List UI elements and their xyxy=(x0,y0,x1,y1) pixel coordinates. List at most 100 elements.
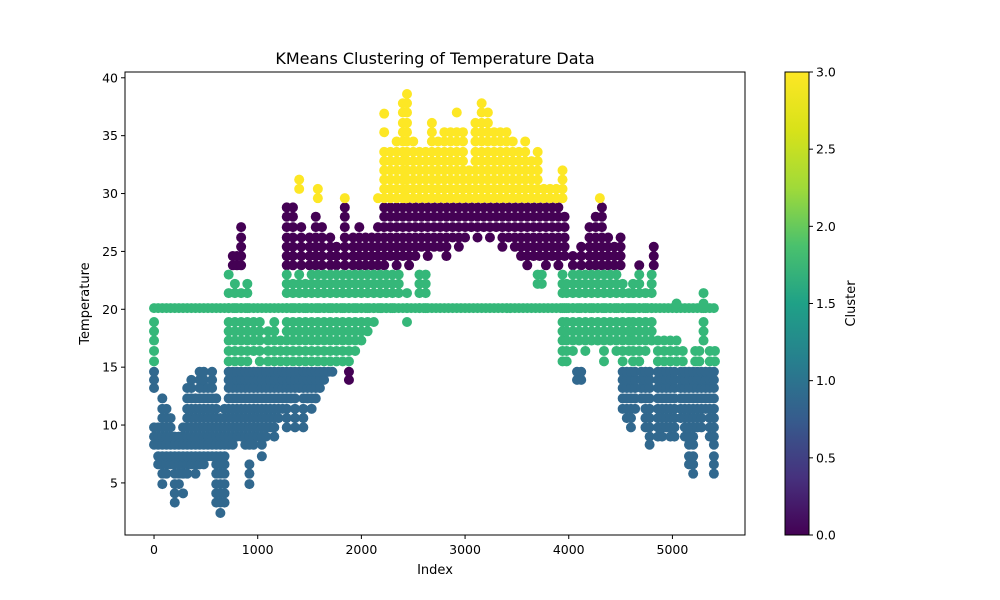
data-point xyxy=(532,146,543,157)
data-point xyxy=(314,382,325,393)
data-point xyxy=(281,422,292,433)
colorbar-tick-label: 2.5 xyxy=(816,142,836,157)
data-point xyxy=(594,193,605,204)
data-point xyxy=(157,393,168,404)
data-point xyxy=(402,317,413,328)
data-point xyxy=(281,413,292,424)
data-point xyxy=(644,439,655,450)
data-point xyxy=(387,303,398,314)
data-point xyxy=(410,251,421,262)
data-point xyxy=(669,431,680,442)
data-point xyxy=(657,431,668,442)
data-point xyxy=(290,413,301,424)
data-point xyxy=(254,317,265,328)
data-point xyxy=(557,193,568,204)
y-axis-label: Temperature xyxy=(78,262,93,345)
data-point xyxy=(404,260,415,271)
colorbar xyxy=(784,71,810,536)
data-point xyxy=(708,303,719,314)
data-point xyxy=(615,232,626,243)
data-point xyxy=(598,356,609,367)
data-point xyxy=(557,165,568,176)
x-tick-label: 0 xyxy=(150,542,158,557)
data-point xyxy=(402,88,413,99)
x-tick-label: 2000 xyxy=(345,542,377,557)
data-point xyxy=(640,345,651,356)
data-point xyxy=(339,202,350,213)
data-point xyxy=(611,269,622,280)
data-point xyxy=(559,251,570,262)
data-point xyxy=(408,136,419,147)
data-point xyxy=(617,278,628,289)
data-point xyxy=(149,345,160,356)
data-point xyxy=(339,241,350,252)
data-point xyxy=(310,211,321,222)
data-point xyxy=(557,174,568,185)
data-point xyxy=(331,241,342,252)
data-point xyxy=(287,251,298,262)
data-point xyxy=(694,345,705,356)
data-point xyxy=(698,326,709,337)
data-point xyxy=(290,422,301,433)
data-point xyxy=(402,127,413,138)
data-point xyxy=(312,183,323,194)
data-point xyxy=(420,278,431,289)
data-point xyxy=(236,251,247,262)
data-point xyxy=(453,241,464,252)
data-point xyxy=(319,374,330,385)
colorbar-tick-label: 0.5 xyxy=(816,450,836,465)
data-point xyxy=(630,403,641,414)
data-point xyxy=(532,156,543,167)
data-point xyxy=(646,317,657,328)
data-point xyxy=(290,393,301,404)
data-point xyxy=(708,393,719,404)
data-point xyxy=(219,488,230,499)
data-point xyxy=(290,403,301,414)
data-point xyxy=(559,211,570,222)
data-point xyxy=(219,459,230,470)
y-tick-label: 30 xyxy=(102,186,118,201)
data-point xyxy=(298,413,309,424)
data-point xyxy=(553,260,564,271)
data-point xyxy=(634,269,645,280)
data-point xyxy=(646,326,657,337)
data-point xyxy=(688,468,699,479)
data-point xyxy=(520,146,531,157)
data-point xyxy=(567,260,578,271)
data-point xyxy=(677,345,688,356)
data-point xyxy=(634,278,645,289)
data-point xyxy=(580,345,591,356)
data-point xyxy=(207,366,218,377)
data-point xyxy=(287,202,298,213)
data-point xyxy=(254,356,265,367)
data-point xyxy=(207,382,218,393)
data-point xyxy=(165,413,176,424)
data-point xyxy=(339,222,350,233)
data-point xyxy=(441,241,452,252)
data-point xyxy=(149,382,160,393)
x-tick-label: 3000 xyxy=(449,542,481,557)
data-point xyxy=(708,422,719,433)
data-point xyxy=(236,241,247,252)
data-point xyxy=(281,403,292,414)
data-point xyxy=(648,241,659,252)
data-point xyxy=(402,303,413,314)
data-point xyxy=(644,413,655,424)
plot-frame xyxy=(124,71,746,536)
data-point xyxy=(646,288,657,299)
data-point xyxy=(644,382,655,393)
data-point xyxy=(298,403,309,414)
data-point xyxy=(426,127,437,138)
data-point xyxy=(648,260,659,271)
data-point xyxy=(296,251,307,262)
data-point xyxy=(254,345,265,356)
data-point xyxy=(339,251,350,262)
data-point xyxy=(229,278,240,289)
data-point xyxy=(186,374,197,385)
data-point xyxy=(296,260,307,271)
data-point xyxy=(269,326,280,337)
data-point xyxy=(644,403,655,414)
data-point xyxy=(422,251,433,262)
data-point xyxy=(379,260,390,271)
data-point xyxy=(269,422,280,433)
